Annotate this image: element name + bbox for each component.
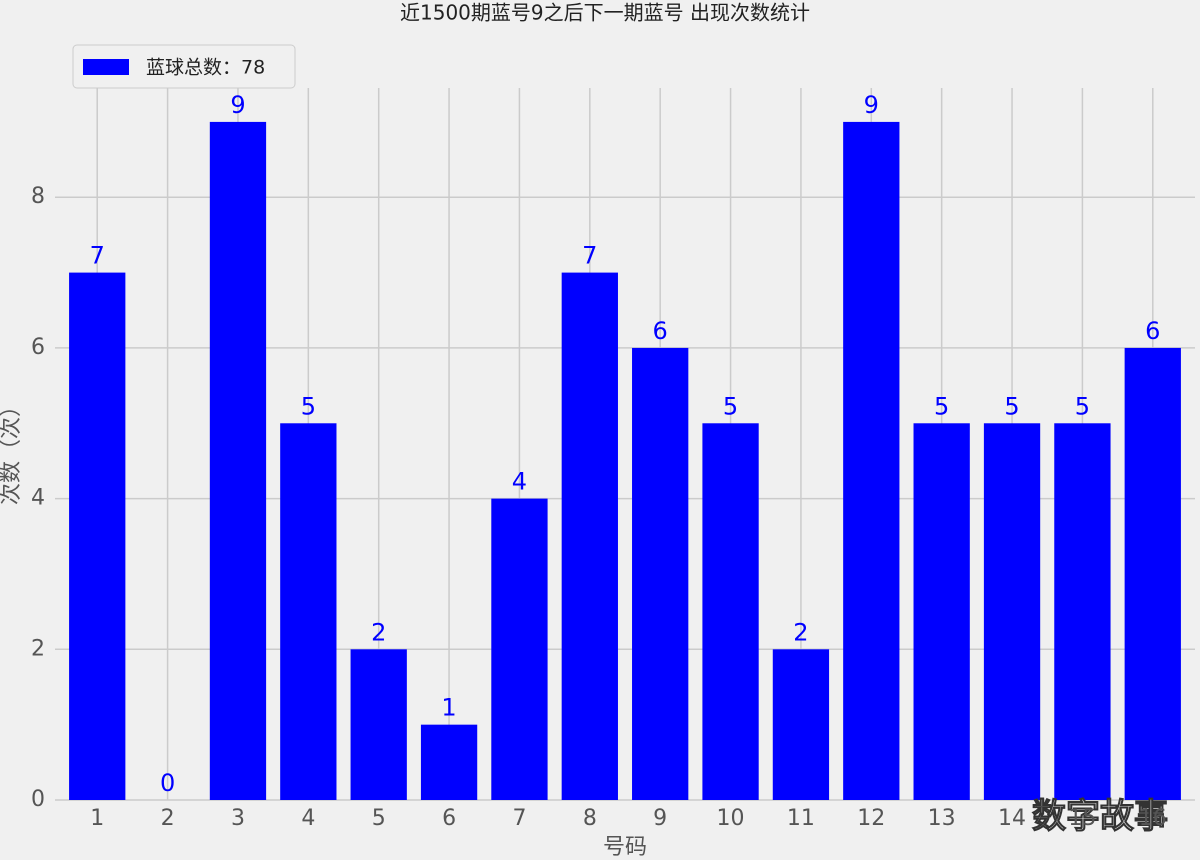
x-tick-label: 7 — [512, 806, 526, 831]
x-tick-label: 9 — [653, 806, 667, 831]
data-label: 6 — [653, 317, 668, 345]
x-tick-label: 2 — [161, 806, 175, 831]
x-tick-label: 3 — [231, 806, 245, 831]
y-axis-label: 次数（次） — [0, 395, 24, 505]
marks — [69, 121, 1181, 800]
y-tick-label: 2 — [31, 636, 45, 661]
data-label: 2 — [371, 618, 386, 646]
y-tick-label: 0 — [31, 787, 45, 812]
x-tick-label: 8 — [583, 806, 597, 831]
bar — [561, 272, 618, 800]
x-tick-label: 6 — [442, 806, 456, 831]
data-label: 2 — [793, 618, 808, 646]
data-label: 9 — [230, 91, 245, 119]
x-tick-label: 10 — [717, 806, 745, 831]
x-tick-label: 15 — [1068, 806, 1096, 831]
y-tick-label: 4 — [31, 486, 45, 511]
bar — [491, 498, 548, 800]
x-axis-label: 号码 — [603, 835, 647, 860]
legend: 蓝球总数：78 — [72, 44, 296, 89]
bar — [702, 423, 759, 800]
legend-label: 蓝球总数：78 — [146, 57, 265, 79]
legend-box — [72, 44, 296, 89]
data-label: 5 — [723, 392, 738, 420]
x-tick-label: 4 — [301, 806, 315, 831]
bar — [1054, 423, 1111, 800]
bar — [983, 423, 1041, 800]
data-label: 7 — [582, 242, 597, 270]
bar — [632, 347, 689, 800]
y-tick-label: 8 — [31, 184, 45, 209]
data-label: 5 — [1004, 392, 1019, 420]
data-label: 6 — [1145, 317, 1160, 345]
bar — [1124, 347, 1181, 800]
data-label: 9 — [864, 91, 879, 119]
data-label: 5 — [301, 392, 316, 420]
data-label: 5 — [1075, 392, 1090, 420]
bar — [843, 121, 900, 800]
bar — [209, 121, 267, 800]
bar — [350, 649, 407, 800]
bar — [69, 272, 126, 800]
data-label: 0 — [160, 769, 175, 797]
watermark: 数字故事 — [1032, 797, 1168, 837]
bar — [420, 724, 478, 800]
x-tick-label: 1 — [90, 806, 104, 831]
chart-title: 近1500期蓝号9之后下一期蓝号 出现次数统计 — [400, 1, 810, 25]
y-tick-label: 6 — [31, 335, 45, 360]
data-label: 4 — [512, 468, 527, 496]
legend-swatch — [83, 59, 129, 75]
data-label: 7 — [90, 242, 105, 270]
x-tick-label: 12 — [857, 806, 885, 831]
x-tick-label: 13 — [928, 806, 956, 831]
x-tick-label: 16 — [1139, 806, 1167, 831]
bar — [772, 649, 830, 800]
data-label: 5 — [934, 392, 949, 420]
bar — [913, 423, 970, 800]
x-tick-label: 11 — [787, 806, 815, 831]
x-tick-label: 5 — [372, 806, 386, 831]
bar — [280, 423, 337, 800]
data-label: 1 — [441, 694, 456, 722]
x-tick-label: 14 — [998, 806, 1026, 831]
